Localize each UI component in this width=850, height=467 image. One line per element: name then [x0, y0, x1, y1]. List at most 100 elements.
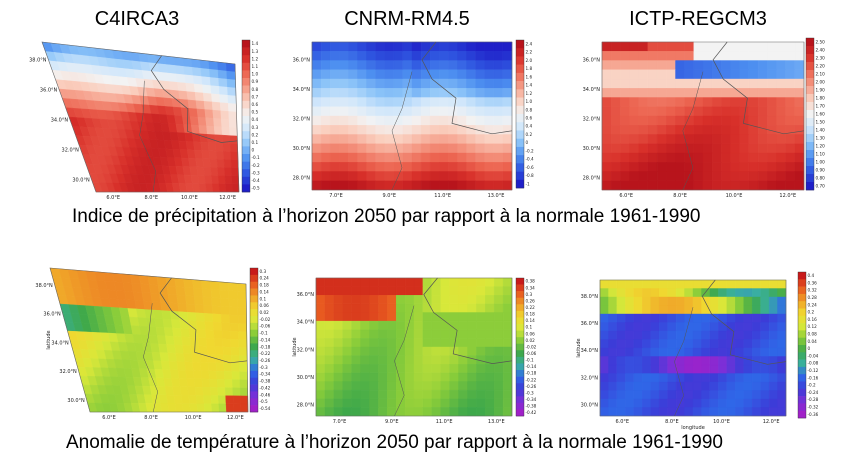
- colorbar-label: 0.70: [816, 183, 826, 188]
- colorbar-label: 0.28: [808, 295, 818, 300]
- heatmap-cell: [656, 106, 667, 117]
- heatmap-cell: [485, 364, 495, 374]
- colorbar-label: -0.24: [808, 390, 819, 395]
- heatmap-cell: [411, 134, 422, 145]
- colorbar-label: 2.4: [526, 42, 533, 47]
- heatmap-cell: [493, 143, 504, 154]
- colorbar-label: 1.4: [526, 83, 533, 88]
- heatmap-cell: [475, 78, 485, 89]
- heatmap-cell: [743, 313, 753, 323]
- heatmap-cell: [198, 345, 208, 355]
- heatmap-cell: [484, 106, 495, 117]
- heatmap-cell: [201, 280, 212, 290]
- heatmap-cell: [201, 150, 210, 160]
- heatmap-cell: [666, 152, 676, 163]
- heatmap-cell: [629, 152, 639, 163]
- heatmap-cell: [647, 143, 658, 154]
- heatmap-cell: [214, 338, 224, 348]
- heatmap-cell: [730, 78, 740, 89]
- heatmap-cell: [475, 41, 485, 52]
- heatmap-cell: [743, 356, 753, 366]
- heatmap-cell: [502, 134, 513, 145]
- heatmap-cell: [440, 372, 450, 382]
- x-tick-label: 7.0°E: [329, 193, 343, 199]
- heatmap-cell: [324, 295, 334, 305]
- heatmap-cell: [366, 51, 376, 61]
- heatmap-cell: [667, 339, 677, 349]
- heatmap-cell: [701, 364, 711, 374]
- heatmap-cell: [599, 347, 609, 357]
- heatmap-cell: [375, 97, 385, 108]
- colorbar-swatch: [516, 291, 524, 299]
- coastline-line: [150, 55, 238, 143]
- heatmap-cell: [422, 389, 433, 400]
- x-tick-label: 13.0°E: [488, 193, 505, 199]
- heatmap-cell: [378, 398, 388, 408]
- heatmap-cell: [192, 279, 203, 289]
- heatmap-cell: [420, 171, 431, 182]
- heatmap-cell: [739, 134, 750, 145]
- heatmap-cell: [726, 296, 736, 306]
- heatmap-cell: [172, 106, 183, 117]
- colorbar-swatch: [798, 396, 806, 404]
- heatmap-cell: [324, 364, 334, 374]
- heatmap-cell: [369, 407, 379, 417]
- heatmap-cell: [232, 395, 241, 405]
- heatmap-cell: [330, 51, 340, 61]
- heatmap-cell: [225, 62, 236, 73]
- heatmap-cell: [339, 143, 349, 154]
- heatmap-cell: [667, 313, 677, 323]
- heatmap-cell: [369, 320, 379, 330]
- heatmap-cell: [475, 152, 485, 163]
- heatmap-cell: [440, 364, 450, 374]
- heatmap-cell: [375, 125, 385, 135]
- heatmap-cell: [351, 320, 361, 330]
- heatmap-cell: [404, 329, 415, 339]
- heatmap-cell: [611, 88, 621, 98]
- heatmap-cell: [693, 97, 704, 108]
- heatmap-cell: [620, 97, 630, 108]
- colorbar-swatch: [516, 122, 524, 131]
- heatmap-cell: [485, 312, 495, 322]
- heatmap-cell: [439, 162, 449, 172]
- heatmap-cell: [709, 407, 719, 417]
- heatmap-cell: [466, 41, 476, 52]
- heatmap-cell: [476, 364, 486, 374]
- heatmap-cell: [767, 180, 777, 191]
- heatmap-cell: [721, 88, 731, 98]
- heatmap-cell: [730, 180, 740, 191]
- colorbar-swatch: [806, 62, 814, 71]
- heatmap-cell: [611, 180, 621, 191]
- heatmap-cell: [174, 65, 185, 76]
- heatmap-cell: [608, 398, 618, 408]
- caption-precip: Indice de précipitation à l’horizon 2050…: [72, 206, 701, 227]
- map-frame: [41, 41, 240, 193]
- heatmap-cell: [794, 78, 805, 89]
- heatmap-cell: [333, 295, 343, 305]
- heatmap-cell: [476, 407, 486, 417]
- colorbar-swatch: [516, 48, 524, 57]
- heatmap-cell: [202, 92, 213, 103]
- heatmap-cell: [757, 69, 768, 80]
- colorbar-swatch: [242, 184, 250, 193]
- heatmap-cell: [209, 387, 219, 396]
- heatmap-cell: [675, 305, 685, 315]
- heatmap-cell: [493, 152, 504, 163]
- heatmap-cell: [675, 313, 685, 323]
- heatmap-cell: [642, 373, 651, 383]
- heatmap-cell: [739, 78, 750, 89]
- heatmap-cell: [730, 171, 740, 182]
- heatmap-cell: [785, 180, 796, 191]
- heatmap-cell: [692, 305, 702, 315]
- colorbar-label: -0.38: [260, 379, 271, 384]
- heatmap-cell: [794, 171, 805, 182]
- x-tick-label: 10.0°E: [181, 195, 198, 201]
- heatmap-cell: [185, 82, 196, 93]
- heatmap-cell: [196, 108, 206, 119]
- heatmap-cell: [730, 97, 740, 108]
- heatmap-cell: [378, 303, 388, 313]
- heatmap-cell: [342, 320, 352, 330]
- heatmap-cell: [238, 355, 248, 365]
- heatmap-cell: [735, 279, 744, 289]
- heatmap-cell: [208, 150, 218, 160]
